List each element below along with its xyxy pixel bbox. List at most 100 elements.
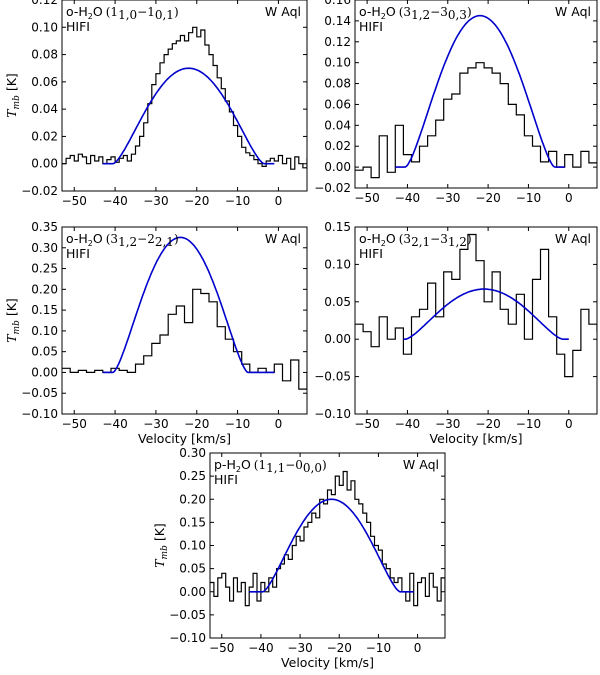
species-label: o-H — [359, 231, 381, 246]
axes-frame — [354, 226, 598, 415]
y-axis-subscript: mb — [160, 545, 170, 560]
y-axis-symbol: T — [4, 108, 19, 118]
y-tick-label: 0.15 — [324, 220, 351, 234]
y-tick-label: −0.10 — [21, 407, 58, 421]
y-tick-label: 0.00 — [324, 332, 351, 346]
y-axis-title: Tmb [K] — [4, 73, 22, 118]
y-axis-symbol: T — [4, 333, 19, 343]
y-tick-label: 0.05 — [179, 562, 206, 576]
y-tick-label: 0.30 — [179, 446, 206, 460]
observed-spectrum — [62, 26, 307, 170]
source-label: W Aql — [265, 231, 301, 246]
observed-spectrum — [210, 470, 445, 607]
transition-close: ) — [174, 5, 179, 19]
upper-level: 2,1 — [411, 235, 430, 249]
transition-sep: −0 — [285, 458, 303, 472]
x-tick-label: −30 — [143, 194, 168, 208]
y-tick-label: 0.04 — [324, 118, 351, 132]
transition-sep: −1 — [137, 5, 155, 19]
transition-label: p-H2O (11,1−00,0) — [214, 457, 327, 475]
y-tick-label: 0.12 — [31, 0, 58, 7]
axes-frame — [61, 226, 308, 415]
x-tick-label: −20 — [475, 417, 500, 431]
y-tick-label: 0.25 — [31, 262, 58, 276]
y-axis-title: Tmb [K] — [4, 298, 22, 343]
species-label-rest: O — [93, 231, 103, 246]
y-tick-label: 0.12 — [324, 35, 351, 49]
y-tick-label: 0.06 — [324, 97, 351, 111]
x-tick-label: −30 — [435, 417, 460, 431]
x-tick-label: −40 — [102, 417, 127, 431]
x-axis-title: Velocity [km/s] — [430, 431, 523, 446]
y-tick-label: 0.05 — [324, 295, 351, 309]
y-tick-label: 0.10 — [324, 257, 351, 271]
observed-spectrum — [355, 233, 597, 378]
y-tick-label: 0.04 — [31, 102, 58, 116]
lower-level: 1,2 — [448, 235, 467, 249]
instrument-label: HIFI — [359, 246, 383, 261]
panel-1: −50 −40 −30 −20 −10 0 −0.02 0.00 0.02 0.04 0.06 0.0… — [4, 0, 308, 208]
y-tick-label: −0.10 — [169, 631, 206, 645]
transition-label: o-H2O (11,0−10,1) — [66, 4, 179, 22]
y-axis-unit: [K] — [4, 298, 19, 320]
species-label-rest: O — [386, 4, 396, 19]
transition-close: ) — [174, 232, 179, 246]
axes-frame — [209, 452, 446, 639]
panel-4: −50 −40 −30 −20 −10 0 −0.10 −0.05 0.00 0.05 0.10 0.… — [314, 220, 598, 446]
observed-spectrum — [355, 62, 597, 179]
transition-label: o-H2O (31,2−30,3) — [359, 4, 472, 22]
y-tick-label: 0.05 — [31, 345, 58, 359]
y-tick-label: 0.16 — [324, 0, 351, 7]
species-subscript: 2 — [381, 12, 386, 21]
transition-sep: −2 — [137, 232, 155, 246]
lower-level: 2,1 — [155, 235, 174, 249]
y-tick-label: 0.08 — [324, 77, 351, 91]
x-tick-label: 0 — [565, 417, 573, 431]
model-profile — [249, 498, 414, 593]
transition-open: (3 — [106, 232, 118, 246]
x-tick-label: −10 — [366, 641, 391, 655]
y-tick-label: 0.02 — [324, 139, 351, 153]
y-axis-symbol: T — [152, 558, 167, 568]
x-tick-label: −30 — [287, 641, 312, 655]
species-subscript: 2 — [381, 239, 386, 248]
x-tick-label: −20 — [184, 194, 209, 208]
x-tick-label: −10 — [516, 417, 541, 431]
y-tick-label: 0.15 — [31, 303, 58, 317]
y-tick-label: 0.00 — [31, 157, 58, 171]
x-tick-label: −20 — [327, 641, 352, 655]
x-tick-label: −40 — [248, 641, 273, 655]
x-tick-label: −40 — [102, 194, 127, 208]
x-axis-title: Velocity [km/s] — [281, 655, 374, 670]
y-tick-label: 0.20 — [31, 282, 58, 296]
panel-2: −50 −40 −30 −20 −10 0 −0.02 0.00 0.02 0.04 0.06 0.0… — [314, 0, 598, 205]
y-axis-subscript: mb — [12, 95, 22, 110]
x-tick-label: 0 — [414, 641, 422, 655]
y-tick-label: −0.10 — [314, 407, 351, 421]
species-label: o-H — [66, 231, 88, 246]
panel-5: −50 −40 −30 −20 −10 0 −0.10 −0.05 0.00 0.05 0.10 0.… — [152, 446, 446, 670]
instrument-label: HIFI — [66, 19, 90, 34]
y-tick-label: 0.00 — [324, 160, 351, 174]
species-label-rest: O — [386, 231, 396, 246]
y-axis-unit: [K] — [152, 523, 167, 545]
y-tick-label: 0.02 — [31, 129, 58, 143]
transition-sep: −3 — [430, 232, 448, 246]
source-label: W Aql — [403, 457, 439, 472]
axes-frame — [354, 0, 598, 189]
y-tick-label: 0.35 — [31, 220, 58, 234]
y-tick-label: −0.05 — [169, 608, 206, 622]
x-tick-label: 0 — [275, 194, 283, 208]
panel-3: −50 −40 −30 −20 −10 0 −0.10 −0.05 0.00 0.05 0.10 0.… — [4, 220, 308, 446]
x-tick-label: −50 — [354, 191, 379, 205]
species-label: o-H — [66, 4, 88, 19]
lower-level: 0,0 — [303, 461, 322, 475]
y-tick-label: 0.00 — [31, 365, 58, 379]
upper-level: 1,2 — [118, 235, 137, 249]
x-tick-label: −10 — [225, 194, 250, 208]
instrument-label: HIFI — [359, 19, 383, 34]
transition-close: ) — [467, 5, 472, 19]
observed-spectrum — [62, 288, 307, 390]
species-label: p-H — [214, 457, 236, 472]
